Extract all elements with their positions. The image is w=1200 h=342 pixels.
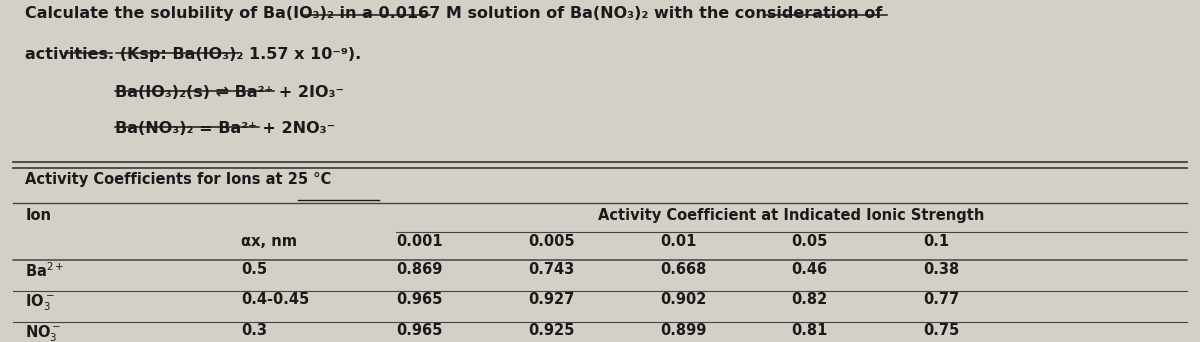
Text: 0.668: 0.668 [660, 262, 707, 277]
Text: 0.01: 0.01 [660, 234, 696, 249]
Text: αx, nm: αx, nm [241, 234, 296, 249]
Text: 0.001: 0.001 [396, 234, 443, 249]
Text: 0.869: 0.869 [396, 262, 443, 277]
Text: 0.743: 0.743 [528, 262, 575, 277]
Text: 0.4-0.45: 0.4-0.45 [241, 292, 310, 307]
Text: 0.902: 0.902 [660, 292, 707, 307]
Text: 0.965: 0.965 [396, 292, 443, 307]
Text: 0.82: 0.82 [792, 292, 828, 307]
Text: 0.3: 0.3 [241, 323, 266, 338]
Text: Calculate the solubility of Ba(IO₃)₂ in a 0.0167 M solution of Ba(NO₃)₂ with the: Calculate the solubility of Ba(IO₃)₂ in … [25, 6, 883, 21]
Text: NO$_3^-$: NO$_3^-$ [25, 323, 61, 342]
Text: Activity Coefficients for Ions at 25 °C: Activity Coefficients for Ions at 25 °C [25, 172, 331, 187]
Text: 0.05: 0.05 [792, 234, 828, 249]
Text: activities. (Ksp: Ba(IO₃)₂ 1.57 x 10⁻⁹).: activities. (Ksp: Ba(IO₃)₂ 1.57 x 10⁻⁹). [25, 47, 361, 62]
Text: 0.1: 0.1 [923, 234, 949, 249]
Text: IO$_3^-$: IO$_3^-$ [25, 292, 55, 313]
Text: 0.77: 0.77 [923, 292, 959, 307]
Text: 0.46: 0.46 [792, 262, 828, 277]
Text: 0.81: 0.81 [792, 323, 828, 338]
Text: Ba(IO₃)₂(s) ⇌ Ba²⁺ + 2IO₃⁻: Ba(IO₃)₂(s) ⇌ Ba²⁺ + 2IO₃⁻ [115, 85, 344, 100]
Text: 0.899: 0.899 [660, 323, 707, 338]
Text: 0.75: 0.75 [923, 323, 960, 338]
Text: Ba$^{2+}$: Ba$^{2+}$ [25, 262, 65, 280]
Text: 0.927: 0.927 [528, 292, 575, 307]
Text: 0.005: 0.005 [528, 234, 575, 249]
Text: 0.965: 0.965 [396, 323, 443, 338]
Text: Ba(NO₃)₂ = Ba²⁺ + 2NO₃⁻: Ba(NO₃)₂ = Ba²⁺ + 2NO₃⁻ [115, 121, 335, 136]
Text: Activity Coefficient at Indicated Ionic Strength: Activity Coefficient at Indicated Ionic … [599, 208, 985, 223]
Text: 0.925: 0.925 [528, 323, 575, 338]
Text: 0.38: 0.38 [923, 262, 960, 277]
Text: 0.5: 0.5 [241, 262, 266, 277]
Text: Ion: Ion [25, 208, 52, 223]
